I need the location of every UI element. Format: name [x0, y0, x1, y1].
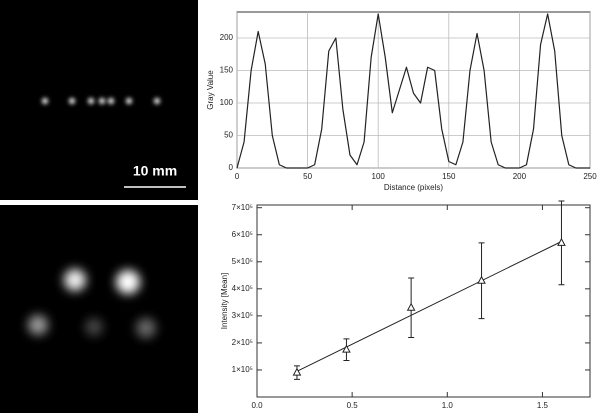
x-tick-label: 0: [235, 172, 240, 181]
y-tick-label: 0: [229, 163, 234, 172]
y-axis-label: Intensity [Mean]: [220, 273, 229, 329]
x-tick-label: 100: [372, 172, 386, 181]
y-tick-label: 200: [220, 33, 234, 42]
y-tick-label: 50: [224, 131, 233, 140]
x-tick-label: 1.0: [442, 401, 454, 410]
image-top: 10 mm: [0, 0, 198, 200]
data-point: [477, 275, 486, 284]
x-axis-label: Distance (pixels): [384, 183, 443, 192]
data-point: [342, 344, 351, 353]
x-tick-label: 200: [513, 172, 527, 181]
scale-bar-label: 10 mm: [133, 163, 177, 179]
y-tick-label: 3×10⁵: [232, 311, 253, 320]
x-tick-label: 50: [303, 172, 312, 181]
y-tick-label: 4×10⁵: [232, 284, 253, 293]
y-tick-label: 2×10⁵: [232, 338, 253, 347]
y-axis-label: Gray Value: [206, 70, 215, 110]
y-tick-label: 7×10⁵: [232, 203, 253, 212]
plot-frame: [256, 204, 591, 398]
data-point: [406, 302, 416, 311]
y-tick-label: 6×10⁵: [232, 230, 253, 239]
data-point: [557, 237, 566, 246]
profile-line: [236, 13, 590, 169]
fit-line: [296, 241, 562, 372]
y-tick-label: 100: [220, 98, 234, 107]
x-tick-label: 1.5: [537, 401, 549, 410]
y-tick-label: 1×10⁵: [232, 365, 253, 374]
y-tick-label: 150: [220, 66, 234, 75]
x-tick-label: 0.5: [347, 401, 359, 410]
image-bottom: [0, 205, 198, 413]
x-tick-label: 150: [442, 172, 456, 181]
data-point: [292, 367, 302, 376]
x-tick-label: 250: [583, 172, 597, 181]
x-tick-label: 0.0: [251, 401, 263, 410]
y-tick-label: 5×10⁵: [232, 257, 253, 266]
